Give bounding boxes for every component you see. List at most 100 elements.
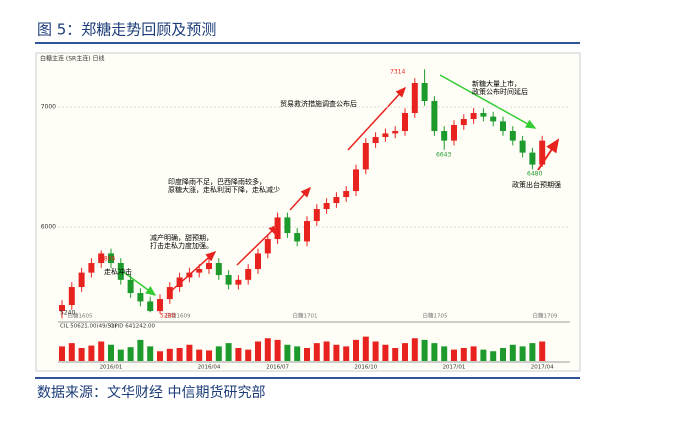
volume-bar (137, 339, 144, 361)
candle-body (333, 197, 340, 204)
annotation: 贸易救济措施调查公布后 (280, 99, 357, 108)
candle-body (117, 263, 124, 280)
annotation: 减产明确，甜预期， (150, 233, 213, 242)
candle-body (294, 233, 301, 242)
annotation: 7314 (390, 69, 405, 76)
volume-bar (353, 339, 359, 361)
x-tick-label: 2016/04 (198, 365, 221, 371)
annotation: 新糖大量上市， (472, 79, 521, 88)
volume-bar (382, 344, 389, 361)
annotation: 政策公布时间延后 (472, 87, 528, 96)
volume-bar (451, 349, 457, 361)
candle-body (235, 279, 242, 285)
volume-bar (304, 348, 310, 361)
annotation: 印度降雨不足，巴西降雨较多， (168, 177, 266, 186)
candle-body (304, 221, 310, 242)
y-tick-label: 6000 (41, 224, 56, 231)
candle-body (372, 137, 379, 144)
volume-bar (500, 348, 506, 361)
volume-label: OPID 641242.00 (110, 324, 155, 330)
contract-label: 白糖1705 (423, 312, 448, 320)
volume-bar (147, 346, 154, 361)
volume-bar (519, 346, 526, 361)
volume-bar (196, 349, 203, 361)
x-tick-label: 2017/01 (443, 365, 466, 371)
volume-bar (343, 346, 350, 361)
volume-bar (245, 349, 252, 361)
annotation: 原糖大涨，走私利润下降，走私减少 (168, 185, 280, 194)
volume-bar (480, 349, 487, 361)
volume-bar (294, 346, 301, 361)
volume-bar (108, 344, 114, 361)
volume-bar (59, 346, 65, 361)
candle-body (157, 299, 163, 312)
candle-body (539, 140, 546, 165)
candle-body (460, 119, 467, 126)
candle-body (402, 113, 408, 132)
candle-body (509, 131, 516, 141)
volume-bar (362, 336, 369, 361)
candle-body (274, 217, 281, 240)
candle-body (215, 263, 222, 276)
annotation: 6480 (527, 171, 542, 178)
candle-body (137, 293, 144, 302)
arrow (289, 186, 312, 211)
candle-body (255, 253, 261, 270)
candle-body (108, 253, 114, 264)
volume-bar (176, 348, 183, 361)
annotation: 打击走私力度加强。 (150, 241, 213, 250)
source: 数据来源：文华财经 中信期货研究部 (37, 384, 265, 401)
y-tick-label: 7000 (41, 104, 56, 111)
candle-body (284, 217, 291, 234)
candle-body (382, 133, 389, 138)
arrow (117, 267, 157, 296)
x-tick-label: 2017/04 (531, 365, 554, 371)
annotation: 5280 (160, 313, 175, 320)
candle-body (519, 140, 526, 153)
volume-bar (206, 350, 212, 361)
x-tick-label: 2016/01 (100, 365, 123, 371)
arrow (439, 74, 537, 129)
volume-bar (441, 346, 448, 361)
candle-body (500, 121, 506, 132)
x-tick-label: 2016/07 (266, 365, 289, 371)
volume-bar (264, 338, 271, 361)
annotation: 5240 (60, 310, 75, 317)
volume-bar (157, 351, 163, 361)
chart-header: 白糖主连 (SR主连) 日线 (40, 55, 104, 63)
candle-body (127, 279, 134, 294)
volume-bar (78, 348, 85, 361)
volume-bar (98, 341, 105, 361)
contract-label: 白糖1609 (166, 312, 191, 320)
volume-bar (274, 339, 281, 361)
candle-body (441, 131, 448, 141)
candle-body (392, 131, 399, 134)
chart-frame (35, 52, 581, 372)
contract-label: 白糖1605 (68, 312, 93, 320)
candle-body (68, 287, 75, 306)
volume-bar (215, 346, 222, 361)
volume-bar (460, 348, 467, 361)
candle-body (147, 301, 154, 312)
volume-bar (372, 341, 379, 361)
candle-body (176, 277, 183, 288)
candle-body (245, 269, 252, 280)
volume-bar (127, 347, 134, 361)
contract-label: 白糖1701 (293, 312, 318, 320)
candle-body (186, 272, 193, 278)
annotation: 5806 (100, 256, 115, 263)
candle-body (470, 113, 477, 120)
volume-bar (411, 338, 418, 361)
candle-body (431, 101, 438, 132)
volume-bar (509, 344, 516, 361)
candle-body (343, 191, 350, 198)
candle-body (529, 152, 536, 165)
candle-body (88, 263, 95, 273)
volume-bar (539, 341, 546, 361)
candle-body (451, 125, 457, 141)
x-tick-label: 2016/10 (354, 365, 377, 371)
volume-bar (284, 344, 291, 361)
volume-bar (225, 343, 232, 361)
volume-bar (431, 343, 438, 361)
candle-body (225, 275, 232, 285)
